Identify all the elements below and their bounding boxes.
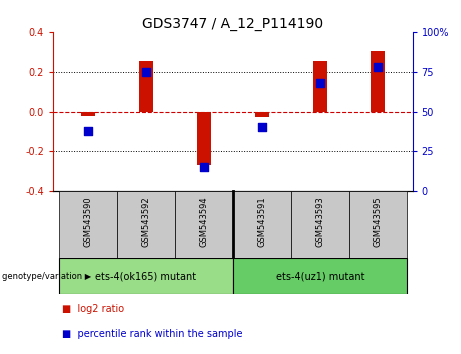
Text: ets-4(ok165) mutant: ets-4(ok165) mutant <box>95 271 196 281</box>
Text: GSM543595: GSM543595 <box>373 196 382 247</box>
Bar <box>349 191 407 258</box>
Bar <box>254 112 269 118</box>
Bar <box>371 51 385 112</box>
Bar <box>233 258 407 294</box>
Text: ets-4(uz1) mutant: ets-4(uz1) mutant <box>276 271 364 281</box>
Bar <box>59 258 233 294</box>
Text: GSM543590: GSM543590 <box>83 196 92 247</box>
Text: GSM543593: GSM543593 <box>315 196 324 247</box>
Text: GSM543592: GSM543592 <box>142 196 150 247</box>
Point <box>258 125 266 130</box>
Text: genotype/variation ▶: genotype/variation ▶ <box>2 272 92 281</box>
Text: ■  percentile rank within the sample: ■ percentile rank within the sample <box>62 329 243 339</box>
Point <box>316 80 324 86</box>
Bar <box>117 191 175 258</box>
Bar <box>196 112 211 165</box>
Bar <box>175 191 233 258</box>
Point <box>142 69 149 75</box>
Bar <box>233 191 291 258</box>
Text: GSM543594: GSM543594 <box>199 196 208 247</box>
Bar <box>291 191 349 258</box>
Bar <box>59 191 117 258</box>
Text: GSM543591: GSM543591 <box>257 196 266 247</box>
Title: GDS3747 / A_12_P114190: GDS3747 / A_12_P114190 <box>142 17 323 31</box>
Bar <box>139 61 153 112</box>
Point <box>84 128 91 133</box>
Bar <box>313 61 327 112</box>
Text: ■  log2 ratio: ■ log2 ratio <box>62 304 124 314</box>
Point <box>200 164 207 170</box>
Point <box>374 64 382 70</box>
Bar <box>81 112 95 116</box>
